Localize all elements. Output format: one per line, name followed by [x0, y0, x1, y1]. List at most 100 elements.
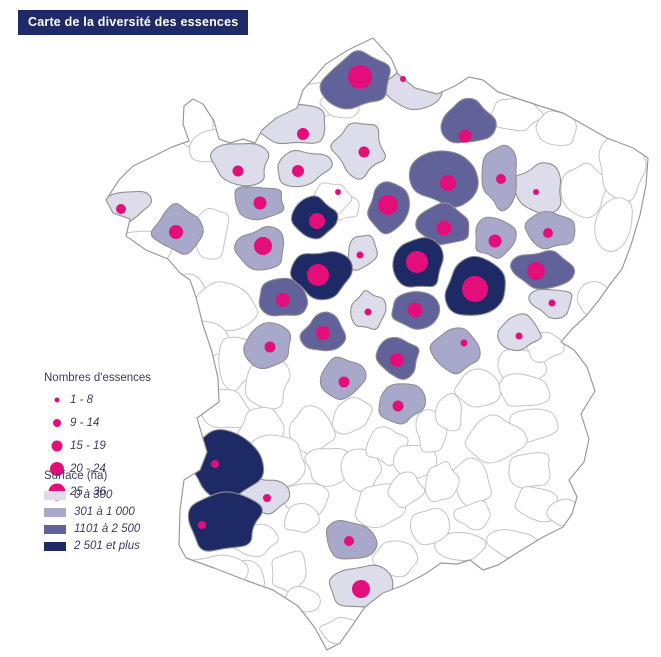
department-shape [464, 414, 528, 464]
department-shape [210, 143, 270, 187]
surface-color-swatch [44, 541, 66, 551]
essence-dots-layer [116, 65, 556, 598]
essence-dot [515, 332, 523, 340]
legend-surface-item: 1101 à 2 500 [44, 523, 140, 535]
essence-dot [264, 341, 276, 353]
legend-essences-item: 20 - 24 [44, 460, 151, 478]
department-shape [498, 373, 551, 407]
department-shape [440, 97, 497, 144]
department-shape [512, 162, 562, 215]
essence-size-dot-icon [44, 391, 70, 409]
legend-essences-item: 9 - 14 [44, 414, 151, 432]
legend-surface-label: 0 à 300 [74, 489, 113, 501]
essence-dot [232, 165, 244, 177]
department-shape [497, 313, 542, 352]
essence-dot [116, 204, 126, 214]
department-shape [429, 327, 481, 375]
legend-essences-label: 15 - 19 [70, 440, 106, 452]
surface-color-swatch [44, 524, 66, 534]
legend-essences-label: 25 - 36 [70, 486, 106, 498]
essence-dot [400, 76, 406, 82]
legend-essences-items: 1 - 8 9 - 14 15 - 19 20 - 24 25 - 36 [44, 391, 151, 501]
department-shape [535, 110, 577, 146]
department-shape [424, 460, 460, 503]
legend-essences-title: Nombres d'essences [44, 372, 152, 384]
legend-surface-item: 2 501 et plus [44, 540, 140, 552]
map-title: Carte de la diversité des essences [18, 10, 249, 35]
legend-surface: Surface (ha) 0 à 300 301 à 1 000 1101 à 2 … [44, 470, 140, 557]
essence-dot [378, 195, 398, 215]
essence-dot [335, 189, 341, 195]
essence-dot [390, 353, 404, 367]
department-shape [594, 197, 633, 253]
essence-dot [440, 175, 456, 191]
surface-color-swatch [44, 507, 66, 517]
essence-dot [407, 302, 423, 318]
department-shape [271, 550, 307, 593]
essence-dot [292, 165, 304, 177]
essence-dot [460, 339, 468, 347]
department-shape [387, 471, 426, 509]
department-shape [409, 507, 450, 546]
essence-dot [348, 65, 372, 89]
essence-dot [392, 400, 404, 412]
essence-dot [198, 521, 206, 529]
essence-dot [307, 264, 329, 286]
department-shape [453, 500, 491, 531]
legend-surface-item: 301 à 1 000 [44, 506, 140, 518]
essence-dot [358, 146, 370, 158]
legend-essences-label: 1 - 8 [70, 394, 94, 406]
essence-dot [488, 234, 502, 248]
essence-dot [338, 376, 350, 388]
essence-dot [548, 299, 556, 307]
essence-dot [356, 251, 364, 259]
department-shape [277, 149, 333, 188]
essence-size-dot-icon [44, 414, 70, 432]
essence-dot [254, 237, 272, 255]
essence-dot [169, 225, 183, 239]
legend-essences-item: 15 - 19 [44, 437, 151, 455]
france-coastline [105, 37, 649, 651]
department-shape [330, 122, 386, 180]
legend-surface-label: 1101 à 2 500 [74, 523, 141, 535]
department-shape [453, 368, 502, 408]
legend-essences-item: 1 - 8 [44, 391, 151, 409]
essence-dot [496, 174, 506, 184]
department-shape [434, 392, 462, 432]
essence-dot [543, 228, 553, 238]
essence-dot [458, 129, 472, 143]
essence-dot [527, 262, 545, 280]
essence-dot [462, 276, 488, 302]
department-shape [187, 491, 263, 552]
essence-dot [344, 536, 354, 546]
essence-dot [364, 308, 372, 316]
department-shape [508, 452, 551, 489]
essence-size-dot-icon [44, 437, 70, 455]
legend-surface-label: 301 à 1 000 [74, 506, 135, 518]
legend-surface-title: Surface (ha) [44, 470, 108, 482]
department-shape [331, 396, 373, 435]
essence-dot [352, 580, 370, 598]
essence-dot [211, 460, 219, 468]
essence-dot [253, 196, 267, 210]
essence-dot [316, 326, 330, 340]
essence-dot [533, 189, 539, 195]
legend-surface-label: 2 501 et plus [74, 540, 140, 552]
legend-essences-label: 20 - 24 [70, 463, 106, 475]
legend-essences: Nombres d'essences 1 - 8 9 - 14 15 - 19 20 … [44, 372, 151, 506]
legend-essences-label: 9 - 14 [70, 417, 100, 429]
legend-surface-item: 0 à 300 [44, 489, 140, 501]
surface-color-swatch [44, 490, 66, 500]
essence-dot [276, 293, 290, 307]
essence-dot [309, 213, 325, 229]
department-shape [284, 503, 320, 533]
essence-dot [406, 251, 428, 273]
department-shape [434, 532, 487, 562]
essence-dot [297, 128, 309, 140]
essence-dot [436, 220, 452, 236]
essence-size-dot-icon [44, 460, 70, 478]
essence-dot [263, 494, 271, 502]
legend-surface-items: 0 à 300 301 à 1 000 1101 à 2 500 2 501 et p… [44, 489, 140, 552]
